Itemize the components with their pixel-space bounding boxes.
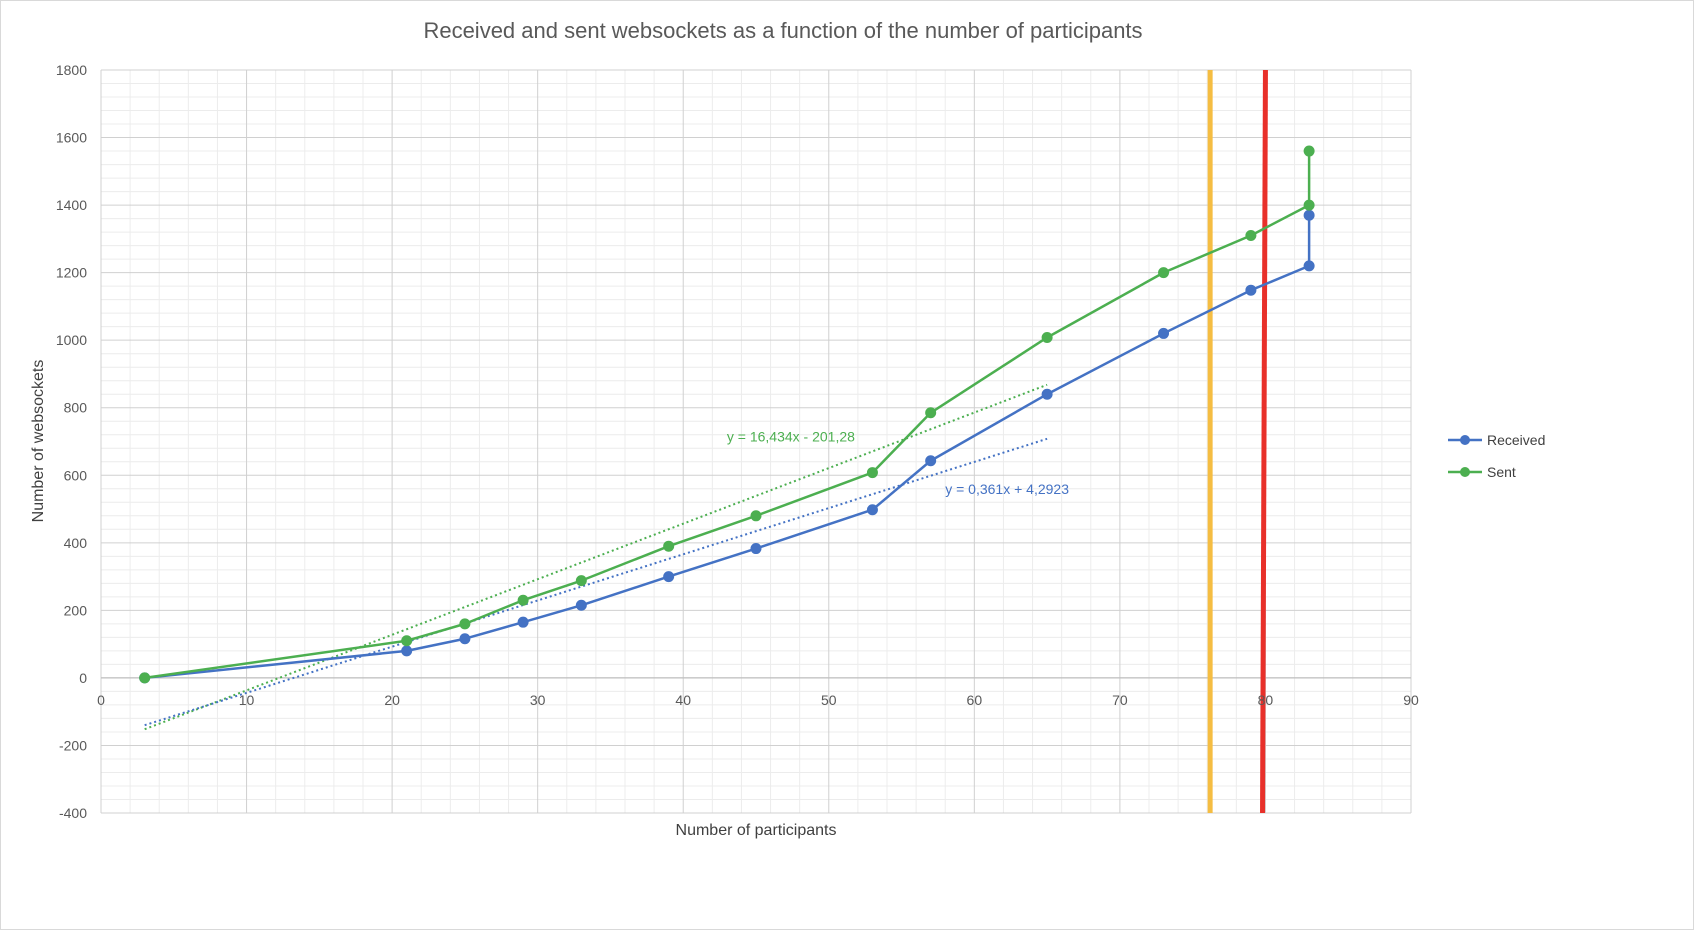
data-point-received: [575, 599, 587, 611]
data-point-received: [750, 543, 762, 555]
data-point-sent: [1303, 145, 1315, 157]
data-point-received: [866, 504, 878, 516]
x-tick-label: 60: [967, 692, 983, 708]
data-series: [139, 145, 1315, 684]
legend-label-received: Received: [1487, 432, 1545, 448]
x-tick-label: 70: [1112, 692, 1128, 708]
x-tick-label: 20: [384, 692, 400, 708]
y-tick-label: 600: [64, 467, 88, 483]
x-tick-label: 80: [1258, 692, 1274, 708]
y-tick-label: 200: [64, 602, 88, 618]
trendlines: y = 16,434x - 201,28 y = 0,361x + 4,2923: [144, 383, 1069, 731]
data-point-sent: [1041, 331, 1053, 343]
data-point-sent: [575, 575, 587, 587]
data-point-received: [401, 645, 413, 657]
y-tick-label: -200: [59, 737, 87, 753]
data-point-received: [925, 455, 937, 467]
x-axis-ticks: 0 10 20 30 40 50 60 70 80 90: [97, 692, 1419, 708]
data-point-sent: [401, 635, 413, 647]
data-point-received: [1245, 284, 1257, 296]
data-point-received: [1158, 327, 1170, 339]
data-point-received: [517, 616, 529, 628]
data-point-sent: [866, 467, 878, 479]
x-tick-label: 10: [239, 692, 255, 708]
y-tick-label: 1600: [56, 130, 87, 146]
y-tick-label: 800: [64, 400, 88, 416]
x-tick-label: 90: [1403, 692, 1419, 708]
y-tick-label: 1200: [56, 265, 87, 281]
y-tick-label: 0: [79, 670, 87, 686]
y-tick-label: -400: [59, 805, 87, 821]
data-point-sent: [925, 407, 937, 419]
trendline-equation-received: y = 0,361x + 4,2923: [945, 481, 1069, 497]
data-point-sent: [459, 618, 471, 630]
trendline-sent: [144, 383, 1048, 731]
data-point-received: [459, 633, 471, 645]
y-tick-label: 1400: [56, 197, 87, 213]
data-point-received: [663, 571, 675, 583]
data-point-received: [1303, 209, 1315, 221]
threshold-line: [1260, 69, 1268, 814]
legend-marker-received: [1460, 435, 1470, 445]
legend-marker-sent: [1460, 467, 1470, 477]
y-tick-label: 1000: [56, 332, 87, 348]
data-point-sent: [1303, 199, 1315, 211]
x-tick-label: 50: [821, 692, 837, 708]
y-tick-label: 400: [64, 535, 88, 551]
data-point-received: [1303, 260, 1315, 272]
x-axis-title: Number of participants: [676, 822, 837, 839]
data-point-sent: [1245, 229, 1257, 241]
x-tick-label: 0: [97, 692, 105, 708]
legend: Received Sent: [1448, 432, 1545, 480]
grid-lines: [100, 69, 1412, 814]
data-point-received: [1041, 388, 1053, 400]
series-line-sent: [144, 151, 1311, 680]
data-point-sent: [663, 540, 675, 552]
x-tick-label: 30: [530, 692, 546, 708]
y-axis-ticks: -400 -200 0 200 400 600 800 1000 1200 1400 1600 180…: [56, 62, 87, 821]
legend-label-sent: Sent: [1487, 464, 1516, 480]
data-point-sent: [139, 672, 151, 684]
y-tick-label: 1800: [56, 62, 87, 78]
chart-title: Received and sent websockets as a functi…: [423, 18, 1142, 43]
trendline-equation-sent: y = 16,434x - 201,28: [727, 429, 855, 445]
data-point-sent: [517, 594, 529, 606]
data-point-sent: [750, 510, 762, 522]
data-point-sent: [1158, 267, 1170, 279]
y-axis-title: Number of websockets: [30, 360, 47, 523]
threshold-lines: [1207, 69, 1268, 814]
x-tick-label: 40: [675, 692, 691, 708]
series-line-received: [144, 215, 1311, 680]
